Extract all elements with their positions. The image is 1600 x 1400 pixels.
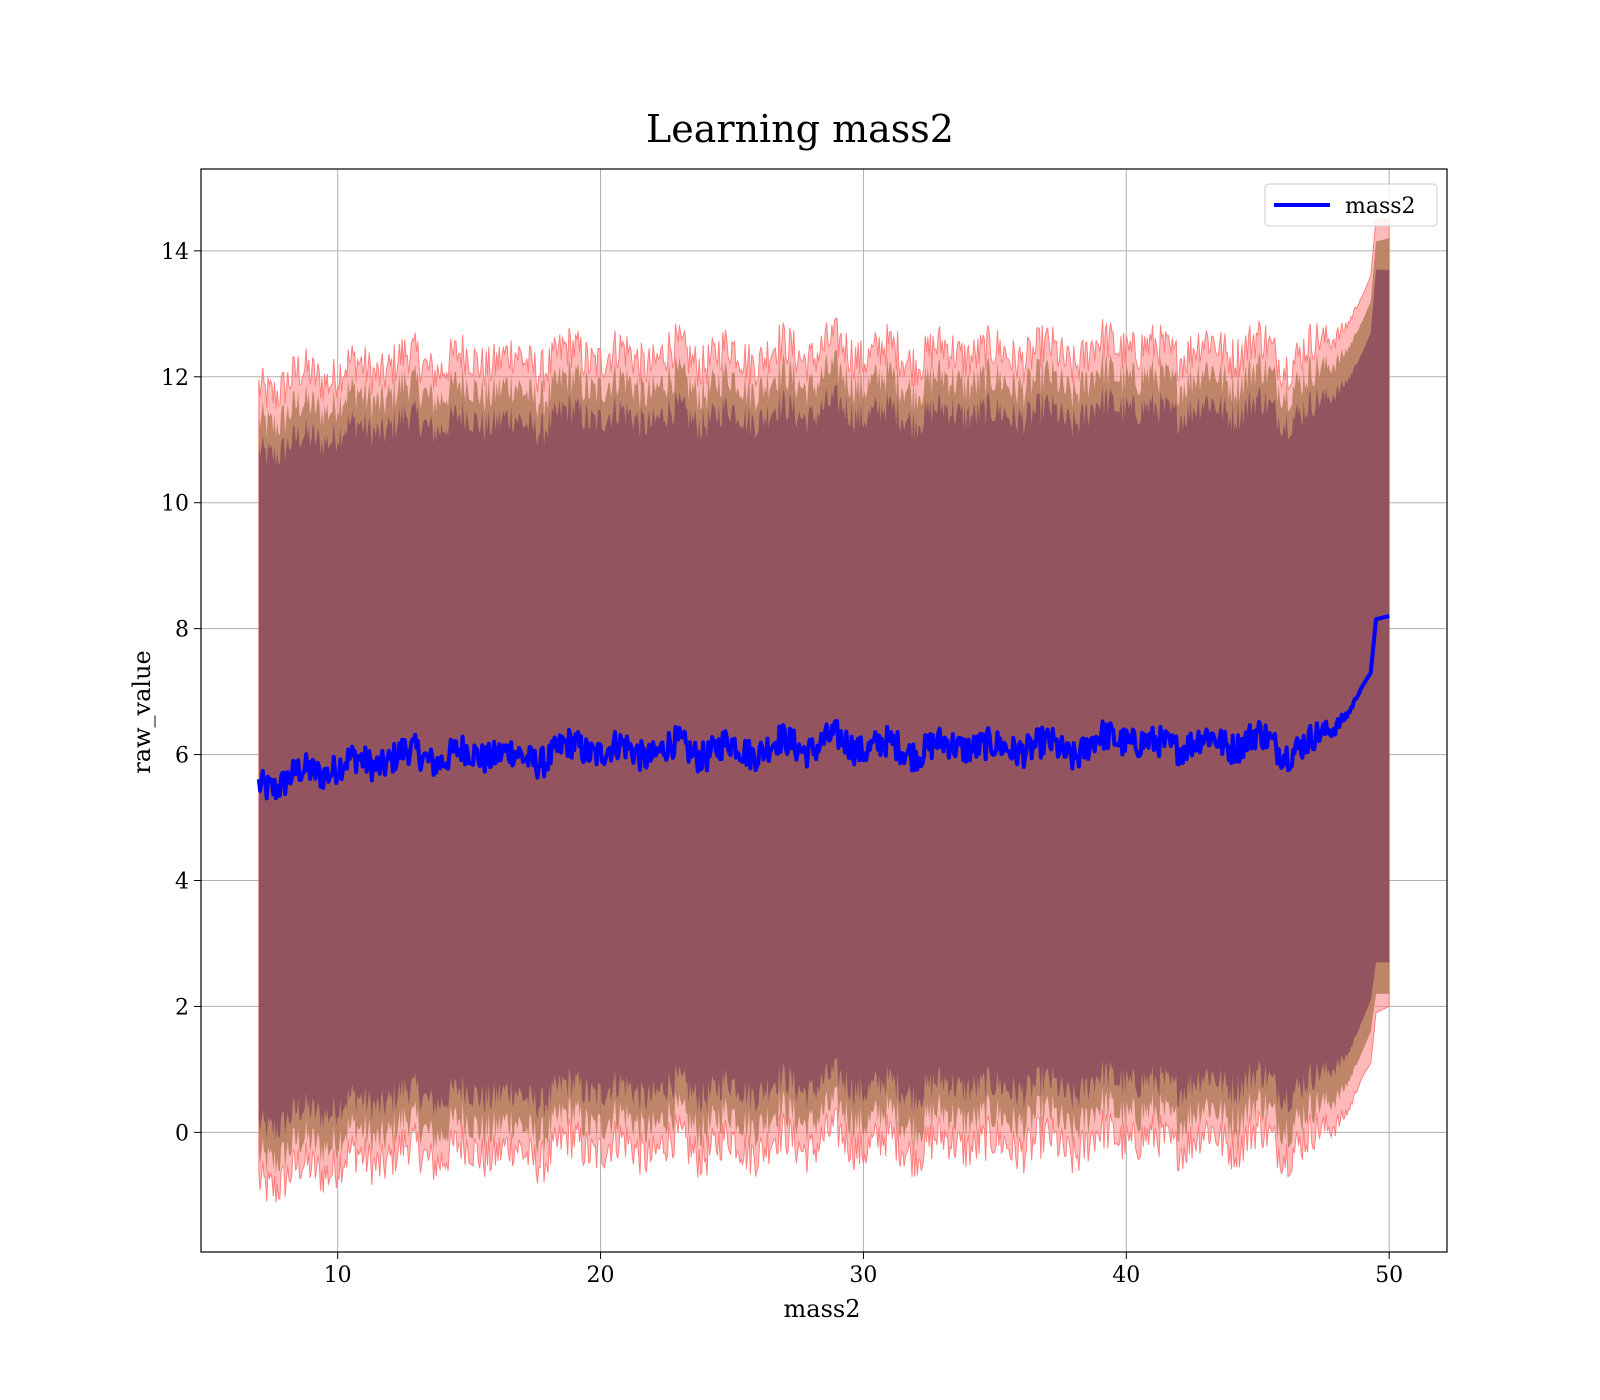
y-axis-ticks: 0 2 4 6 8 10 12 14 — [161, 240, 201, 1146]
y-tick-label: 0 — [175, 1121, 189, 1146]
y-tick-label: 4 — [175, 870, 189, 895]
y-tick-label: 2 — [175, 995, 189, 1020]
x-tick-label: 50 — [1375, 1263, 1403, 1288]
plot-area — [200, 168, 1448, 1253]
x-axis-ticks: 10 20 30 40 50 — [324, 1252, 1403, 1288]
y-tick-label: 14 — [161, 240, 189, 265]
chart-title: Learning mass2 — [646, 107, 954, 151]
y-tick-label: 12 — [161, 366, 189, 391]
legend-label-mass2: mass2 — [1345, 194, 1416, 219]
x-tick-label: 20 — [587, 1263, 615, 1288]
plot-frame — [200, 168, 1448, 1253]
y-tick-label: 10 — [161, 492, 189, 517]
inner-band — [258, 269, 1390, 1141]
x-tick-label: 40 — [1112, 1263, 1140, 1288]
y-axis-label: raw_value — [128, 650, 156, 774]
x-tick-label: 30 — [849, 1263, 877, 1288]
legend: mass2 — [1264, 183, 1438, 227]
legend-box — [1264, 183, 1438, 227]
y-tick-label: 6 — [175, 744, 189, 769]
x-axis-label: mass2 — [784, 1295, 861, 1323]
x-tick-label: 10 — [324, 1263, 352, 1288]
series-line-mass2 — [256, 614, 1390, 801]
y-tick-label: 8 — [175, 618, 189, 643]
